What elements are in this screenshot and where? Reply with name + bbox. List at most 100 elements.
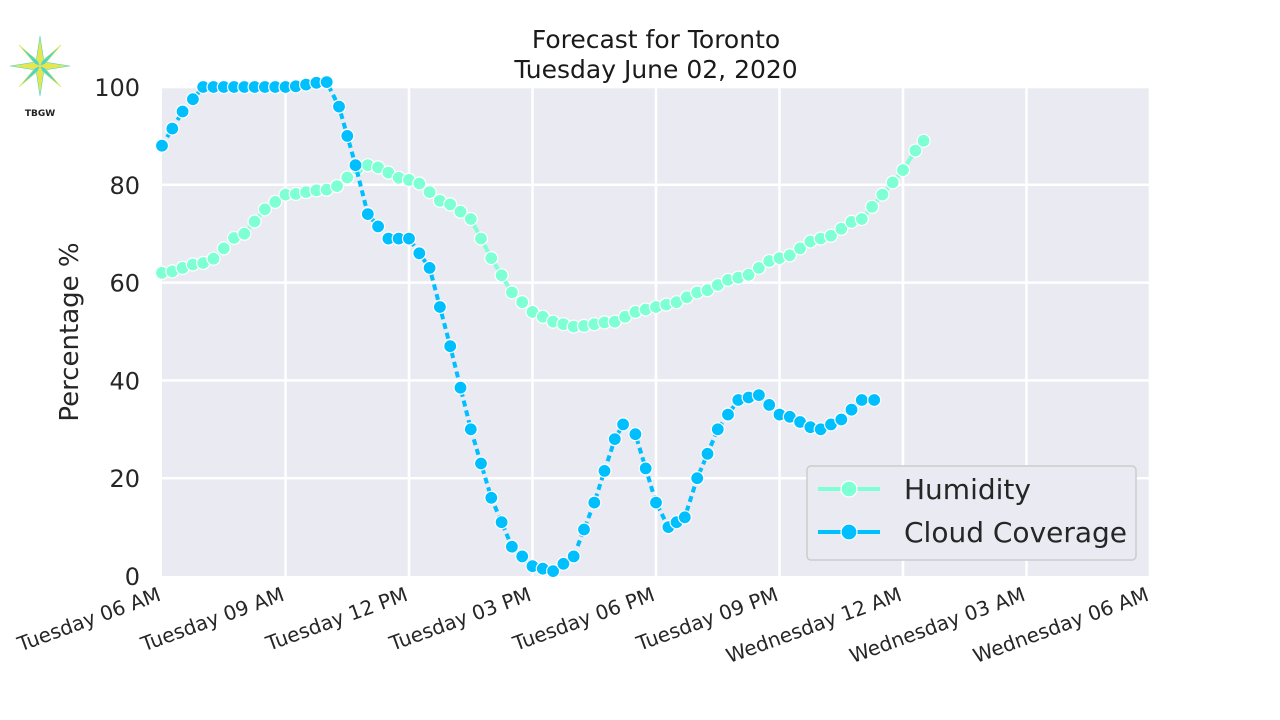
data-point — [854, 211, 869, 227]
data-point — [473, 231, 489, 246]
data-point — [463, 211, 478, 227]
data-point — [340, 128, 355, 143]
data-point — [566, 549, 581, 564]
data-point — [677, 510, 692, 525]
data-point — [545, 563, 561, 579]
logo-text: TBGW — [25, 109, 55, 119]
data-point — [638, 461, 653, 476]
data-point — [453, 380, 468, 395]
data-point — [615, 417, 631, 432]
data-point — [453, 204, 468, 219]
tbgw-logo: TBGW — [9, 35, 71, 119]
y-tick-label: 60 — [109, 270, 140, 298]
data-point — [834, 221, 849, 236]
data-point — [216, 241, 231, 256]
data-point — [432, 299, 447, 315]
data-point — [607, 432, 622, 447]
data-point — [515, 295, 530, 310]
chart-subtitle: Tuesday June 02, 2020 — [513, 55, 797, 84]
data-point — [700, 446, 715, 461]
data-point — [360, 207, 375, 222]
y-tick-label: 20 — [109, 465, 140, 493]
data-point — [206, 251, 221, 266]
data-point — [401, 231, 417, 246]
data-point — [504, 285, 519, 300]
data-point — [854, 392, 869, 408]
data-point — [175, 104, 190, 119]
data-point — [463, 422, 478, 437]
data-point — [908, 143, 923, 158]
data-point — [628, 427, 643, 442]
data-point — [473, 456, 489, 471]
data-point — [268, 194, 283, 209]
data-point — [751, 388, 767, 403]
y-tick-label: 100 — [94, 74, 140, 102]
data-point — [340, 170, 355, 185]
data-point — [762, 397, 777, 412]
data-point — [422, 260, 437, 275]
data-point — [443, 197, 458, 212]
data-point — [422, 185, 437, 200]
series-humidity — [154, 133, 931, 334]
data-point — [648, 495, 664, 510]
legend-label: Cloud Coverage — [904, 516, 1127, 549]
data-point — [484, 251, 499, 266]
data-point — [329, 179, 345, 194]
data-point — [504, 539, 519, 554]
data-point — [331, 99, 347, 114]
data-point — [741, 267, 756, 282]
legend-swatch-marker — [840, 523, 858, 541]
data-point — [154, 138, 170, 153]
series-cloud-coverage — [154, 74, 882, 579]
data-point — [710, 422, 725, 437]
y-axis-label: Percentage % — [55, 242, 85, 421]
data-point — [823, 228, 839, 243]
data-point — [576, 522, 592, 537]
data-point — [494, 268, 509, 283]
data-point — [720, 407, 736, 422]
data-point — [751, 260, 767, 275]
star-logo-icon — [9, 35, 71, 97]
x-tick-label: Tuesday 12 PM — [262, 582, 411, 656]
legend: Humidity Cloud Coverage — [806, 465, 1137, 561]
x-tick-label: Tuesday 06 PM — [509, 582, 658, 656]
data-point — [185, 92, 200, 107]
legend-label: Humidity — [904, 473, 1031, 506]
data-point — [412, 246, 427, 261]
data-point — [484, 490, 499, 505]
chart-title: Forecast for Toronto — [532, 25, 780, 54]
data-point — [443, 339, 458, 354]
data-point — [597, 463, 612, 478]
data-point — [867, 392, 882, 408]
y-tick-label: 40 — [109, 367, 140, 395]
data-point — [556, 556, 571, 571]
data-point — [690, 471, 705, 486]
data-point — [165, 121, 180, 136]
data-point — [916, 133, 931, 148]
series-layer — [154, 74, 931, 579]
data-point — [834, 412, 849, 427]
data-point — [494, 515, 509, 530]
data-point — [237, 226, 252, 241]
data-point — [895, 163, 911, 178]
data-point — [371, 219, 386, 234]
data-point — [864, 199, 880, 214]
data-point — [875, 187, 890, 202]
x-tick-label: Tuesday 03 PM — [385, 582, 534, 656]
data-point — [257, 202, 272, 217]
data-point — [412, 176, 427, 191]
data-point — [515, 549, 530, 564]
data-point — [792, 241, 808, 256]
data-point — [348, 158, 363, 173]
data-point — [319, 74, 334, 90]
data-point — [885, 175, 900, 190]
data-point — [247, 214, 262, 229]
data-point — [844, 402, 859, 417]
data-point — [587, 495, 602, 510]
y-tick-label: 80 — [109, 172, 140, 200]
legend-box — [806, 465, 1137, 561]
y-axis-ticks: 0 20 40 60 80 100 — [94, 74, 140, 591]
data-point — [782, 248, 797, 263]
